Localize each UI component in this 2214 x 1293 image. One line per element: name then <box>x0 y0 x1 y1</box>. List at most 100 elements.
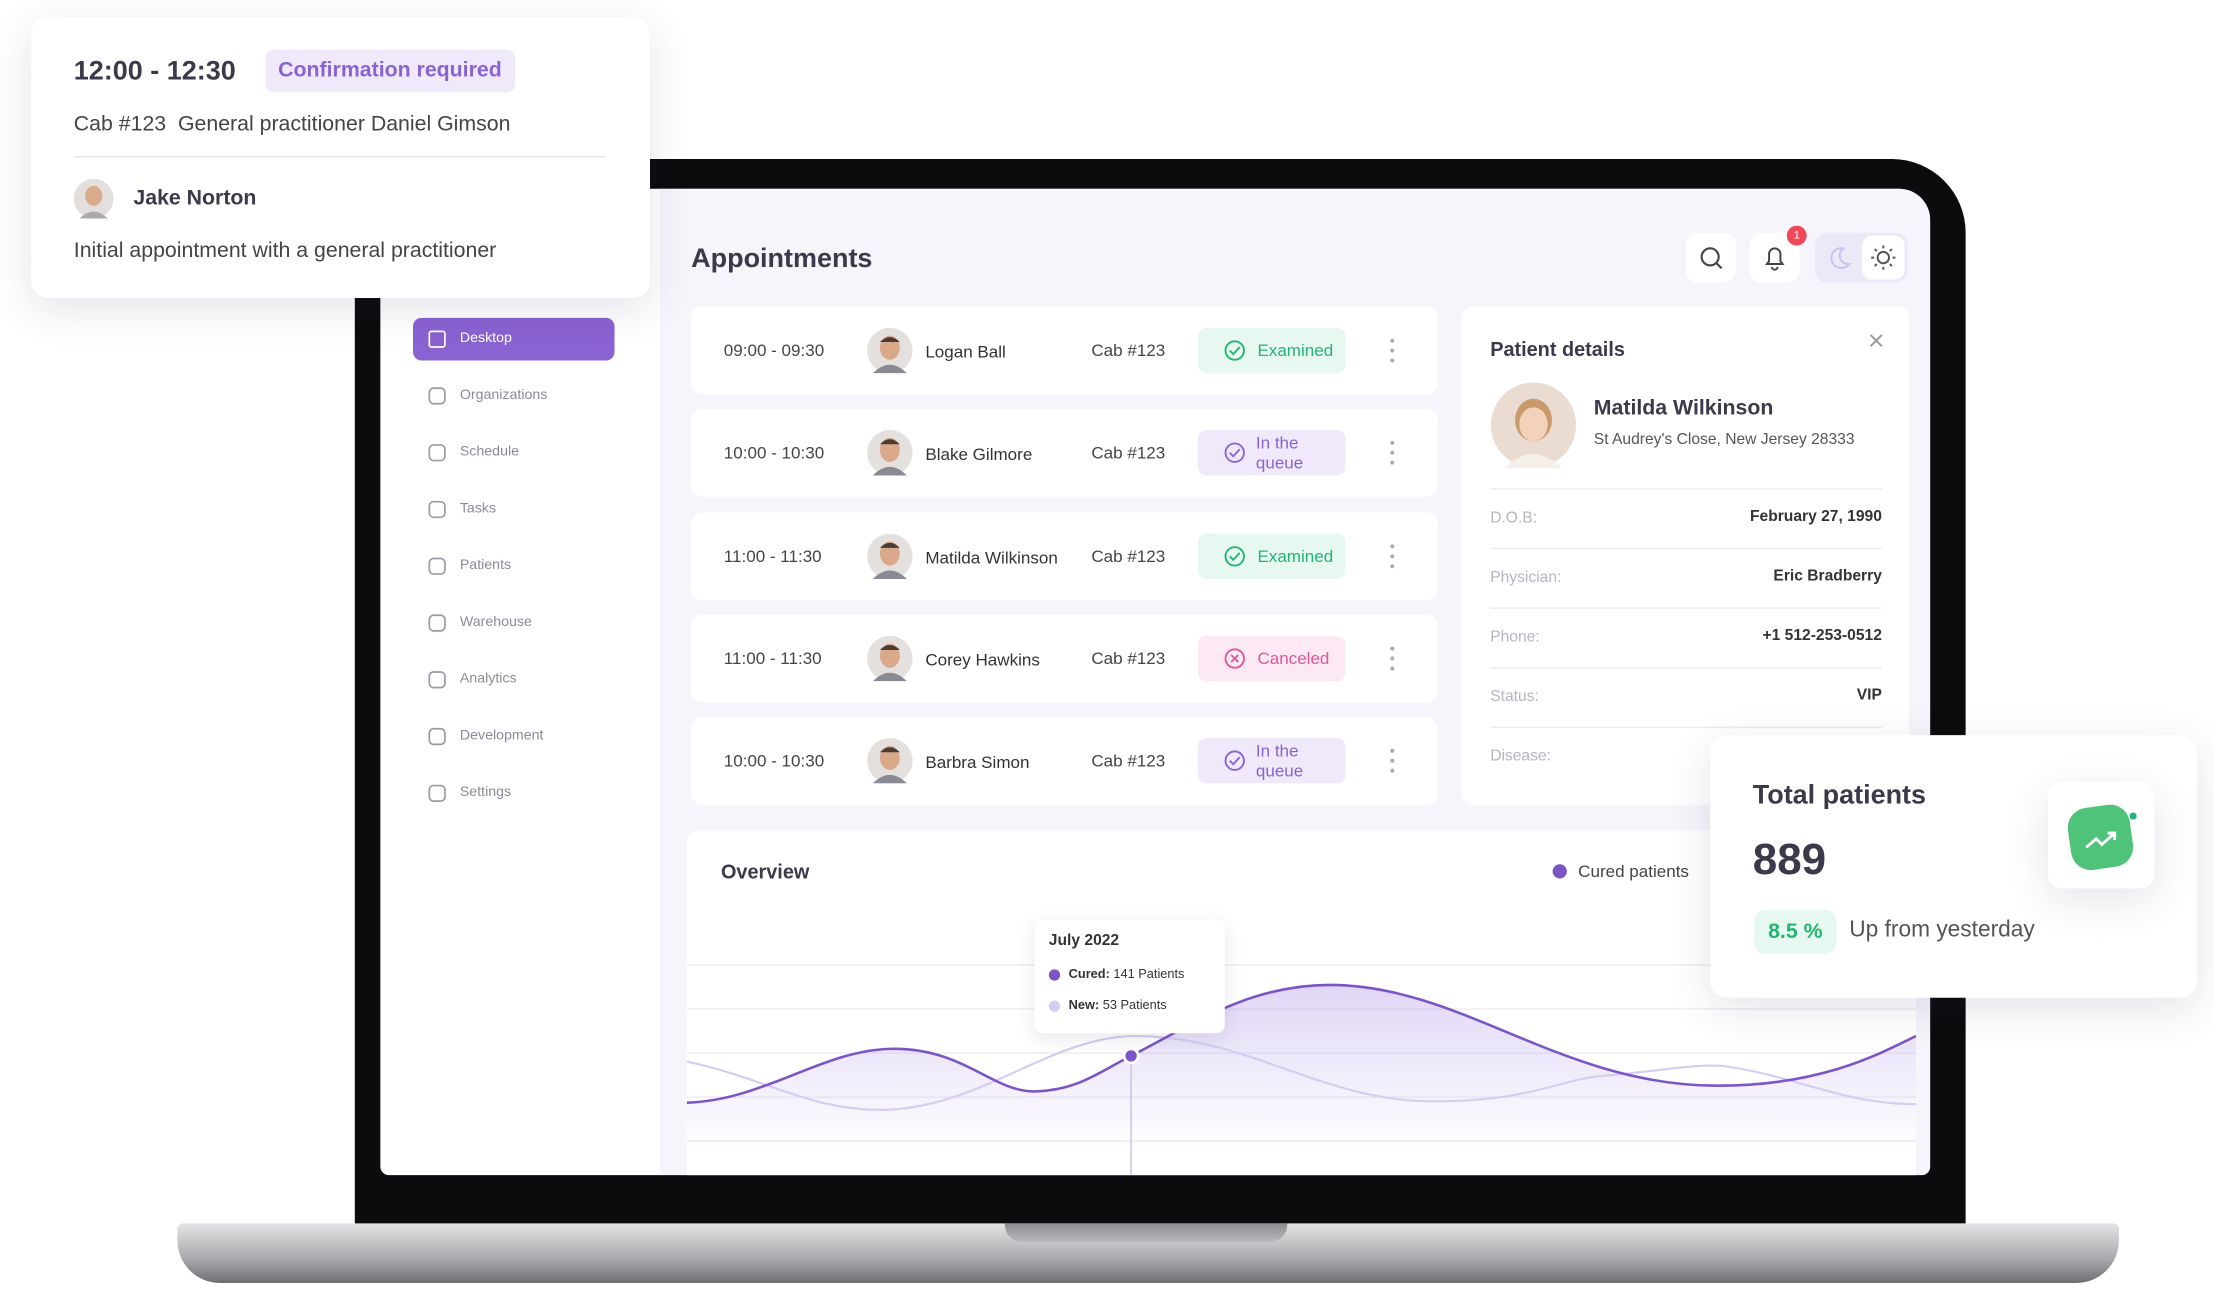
status-icon <box>1224 648 1245 669</box>
status-label: Canceled <box>1257 648 1330 669</box>
sidebar-icon-graphic <box>428 330 446 348</box>
notification-count: 1 <box>1786 225 1807 246</box>
field-value: Eric Bradberry <box>1773 567 1882 585</box>
sidebar-label: Organizations <box>459 387 548 404</box>
appointment-time: 11:00 - 11:30 <box>723 648 822 669</box>
field-label: Disease: <box>1490 747 1551 765</box>
sun-icon <box>1871 245 1896 270</box>
status-label: Examined <box>1257 545 1334 566</box>
sidebar-label: Desktop <box>459 330 512 347</box>
patient-avatar-graphic <box>867 635 913 682</box>
sidebar-icon <box>427 443 447 463</box>
search-icon <box>1700 247 1723 269</box>
patient-avatar <box>867 738 913 784</box>
total-value: 889 <box>1752 834 1827 885</box>
field-value: VIP <box>1856 686 1882 704</box>
field-label: D.O.B: <box>1490 509 1538 527</box>
popup-time: 12:00 - 12:30 <box>73 56 236 87</box>
more-button-graphic <box>1390 543 1395 568</box>
field-value: February 27, 1990 <box>1749 508 1882 526</box>
status-icon <box>1224 545 1245 566</box>
status-icon <box>1224 340 1245 361</box>
appointment-time: 10:00 - 10:30 <box>723 443 825 464</box>
status-icon <box>1224 443 1245 464</box>
tooltip-label: Cured: <box>1068 966 1110 981</box>
more-button[interactable] <box>1385 747 1399 775</box>
appointment-time: 10:00 - 10:30 <box>723 751 825 771</box>
panel-title: Patient details <box>1490 337 1625 361</box>
more-button[interactable] <box>1385 336 1399 364</box>
status-label: In the queue <box>1255 433 1304 474</box>
popup-patient: Jake Norton <box>133 185 257 211</box>
appointment-time: 09:00 - 09:30 <box>723 340 825 361</box>
field-label: Phone: <box>1490 628 1540 646</box>
appointment-patient: Logan Ball <box>925 342 1006 362</box>
appointment-cabinet: Cab #123 <box>1091 443 1166 464</box>
more-button-graphic <box>1390 646 1395 671</box>
tooltip-row: Cured: 141 Patients <box>1069 966 1185 980</box>
sun-button[interactable] <box>1862 235 1905 280</box>
card-title: Total patients <box>1752 780 1927 811</box>
trend-icon-box <box>2047 781 2155 889</box>
more-button[interactable] <box>1385 542 1399 570</box>
status-icon <box>1224 750 1245 772</box>
patient-avatar-graphic <box>867 738 913 784</box>
sidebar-item[interactable] <box>412 317 615 361</box>
appointment-cabinet: Cab #123 <box>1091 545 1166 566</box>
chart-tooltip <box>1034 919 1225 1034</box>
sidebar-icon-graphic <box>428 500 446 519</box>
field-label: Status: <box>1490 688 1539 706</box>
appointment-patient: Matilda Wilkinson <box>925 547 1058 568</box>
sidebar-icon-graphic <box>428 614 446 632</box>
bell-icon <box>1764 247 1785 271</box>
patient-avatar-graphic <box>867 533 913 579</box>
change-badge: 8.5 % <box>1754 909 1837 954</box>
sidebar-label: Warehouse <box>459 614 532 631</box>
field-divider <box>1490 488 1882 490</box>
tooltip-label: New: <box>1068 997 1100 1012</box>
patient-avatar <box>867 635 913 682</box>
sidebar-icon-graphic <box>428 671 446 689</box>
legend-label: Cured patients <box>1578 861 1689 882</box>
tooltip-title: July 2022 <box>1048 932 1120 950</box>
appointment-cabinet: Cab #123 <box>1091 648 1166 669</box>
sidebar-label: Schedule <box>459 444 520 460</box>
moon-icon <box>1830 247 1852 269</box>
appointment-cabinet: Cab #123 <box>1091 340 1166 361</box>
field-divider <box>1490 726 1882 729</box>
sidebar-label: Development <box>459 728 544 744</box>
close-button[interactable] <box>1866 331 1886 351</box>
field-value: +1 512-253-0512 <box>1762 627 1882 645</box>
search-button[interactable] <box>1686 232 1736 283</box>
patient-avatar <box>867 430 913 476</box>
patient-avatar <box>1490 382 1577 469</box>
theme-toggle[interactable] <box>1815 232 1908 283</box>
popup-badge: Confirmation required <box>265 49 515 93</box>
sidebar-label: Tasks <box>459 500 497 517</box>
sidebar-icon <box>427 500 447 520</box>
sidebar-label: Analytics <box>459 671 517 687</box>
tooltip-swatch <box>1048 969 1061 981</box>
status-label: Examined <box>1257 340 1334 361</box>
appointment-cabinet: Cab #123 <box>1091 751 1166 771</box>
patient-address: St Audrey's Close, New Jersey 28333 <box>1593 431 1855 449</box>
status-badge: Canceled <box>1197 635 1346 682</box>
more-button-graphic <box>1390 749 1395 773</box>
more-button-graphic <box>1390 441 1395 466</box>
change-note: Up from yesterday <box>1849 918 2035 943</box>
overview-title: Overview <box>720 860 810 883</box>
page-title: Appointments <box>691 244 873 274</box>
status-badge: Examined <box>1197 533 1346 579</box>
sidebar-label: Patients <box>459 557 512 574</box>
sidebar-icon <box>427 613 447 633</box>
more-button[interactable] <box>1385 439 1399 467</box>
appointment-patient: Corey Hawkins <box>925 649 1040 670</box>
status-label: In the queue <box>1255 741 1304 781</box>
patient-name: Matilda Wilkinson <box>1593 395 1774 421</box>
sidebar-icon <box>427 329 447 349</box>
status-badge: Examined <box>1197 327 1346 374</box>
more-button[interactable] <box>1385 644 1399 672</box>
sidebar-icon <box>427 386 447 406</box>
